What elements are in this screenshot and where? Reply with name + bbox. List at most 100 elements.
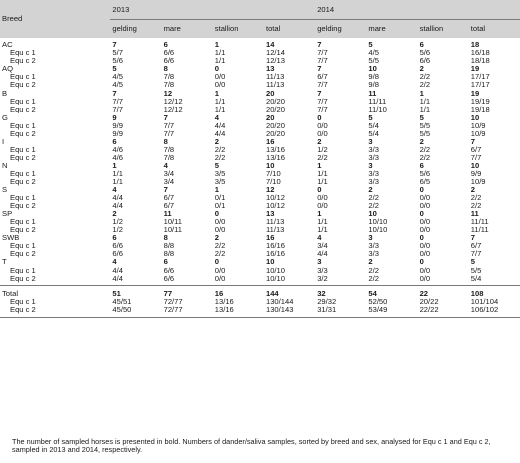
table-cell: 0/0 bbox=[317, 121, 328, 130]
table-cell: 4/5 bbox=[368, 49, 379, 58]
row-label: Equ c 1 bbox=[10, 49, 36, 58]
header-col: total bbox=[265, 24, 281, 34]
row-label: Equ c 2 bbox=[10, 177, 36, 186]
table-cell: 7/8 bbox=[163, 145, 175, 154]
header-col: stallion bbox=[419, 24, 444, 34]
table-cell: 11/13 bbox=[265, 73, 285, 82]
table-cell: 7/7 bbox=[112, 105, 123, 114]
table-row-allergen: Equ c 1 4/5 7/8 0/0 11/13 6/7 9/8 2/2 17/17 bbox=[0, 73, 520, 81]
table-cell: 17/17 bbox=[470, 81, 490, 90]
row-label: T bbox=[2, 258, 7, 267]
table-cell: 6/6 bbox=[163, 57, 175, 66]
table-cell: 13/16 bbox=[212, 305, 264, 318]
table-cell: 0/0 bbox=[214, 81, 226, 90]
table-cell: 2 bbox=[368, 258, 373, 267]
table-cell: 13/16 bbox=[265, 153, 285, 162]
table-cell: 4/5 bbox=[112, 73, 123, 82]
table-row-allergen: Equ c 1 9/9 7/7 4/4 20/20 0/0 5/4 5/5 10/9 bbox=[0, 121, 520, 129]
table-cell: 6/7 bbox=[470, 242, 482, 251]
table-cell: 5/4 bbox=[470, 274, 482, 283]
table-cell: 5/4 bbox=[368, 121, 379, 130]
table-cell: 4/4 bbox=[112, 193, 123, 202]
row-label: SWB bbox=[2, 234, 20, 243]
table-cell: 13 bbox=[265, 209, 275, 219]
table-cell: 7/7 bbox=[317, 81, 328, 90]
table-cell: 7/7 bbox=[317, 97, 328, 106]
table-header: Breed 2013 2014 gelding mare stallion to… bbox=[0, 0, 520, 38]
table-cell: 2/2 bbox=[419, 81, 431, 90]
table-cell: 4 bbox=[163, 161, 168, 170]
header-col: gelding bbox=[317, 24, 342, 34]
table-cell: 51 bbox=[110, 285, 162, 298]
row-label: Equ c 1 bbox=[10, 73, 36, 82]
table-cell: 2 bbox=[419, 137, 424, 146]
row-label: Equ c 1 bbox=[10, 242, 36, 251]
table-row-breed: AQ 5 8 0 13 7 10 2 19 bbox=[0, 65, 520, 73]
row-label: AQ bbox=[2, 65, 13, 74]
table-cell: 0/0 bbox=[317, 129, 328, 138]
table-cell: 2/2 bbox=[368, 274, 379, 283]
table-cell: 7 bbox=[112, 89, 117, 98]
table-cell: 11/11 bbox=[470, 226, 489, 235]
row-label: Equ c 2 bbox=[0, 305, 111, 318]
table-cell: 7/7 bbox=[317, 57, 328, 66]
table-cell: 4/4 bbox=[214, 129, 226, 138]
table-cell: 12 bbox=[265, 185, 275, 194]
table-row-breed: I 6 8 2 16 2 3 2 7 bbox=[0, 138, 520, 146]
table-row-allergen: Equ c 2 45/50 72/77 13/16 130/143 31/31 53/49 2… bbox=[0, 305, 520, 318]
table-row-allergen: Equ c 2 1/2 10/11 0/0 11/13 1/1 10/10 0/0 11/11 bbox=[0, 226, 520, 234]
table-cell: 3 bbox=[317, 258, 322, 267]
table-footnote: The number of sampled horses is presente… bbox=[12, 437, 491, 455]
table-cell: 7 bbox=[163, 185, 168, 194]
table-cell: 1/1 bbox=[214, 57, 226, 66]
table-cell: 19/19 bbox=[470, 97, 490, 106]
table-cell: 2 bbox=[317, 137, 322, 146]
table-row-allergen: Equ c 2 6/6 8/8 2/2 16/16 4/4 3/3 0/0 7/7 bbox=[0, 250, 520, 258]
row-label: Equ c 2 bbox=[10, 81, 36, 90]
table-cell: 3/3 bbox=[368, 242, 379, 251]
table-cell: 3/3 bbox=[368, 250, 379, 259]
row-label: AC bbox=[2, 40, 13, 50]
row-label: Equ c 1 bbox=[10, 297, 36, 306]
table-cell: 0/0 bbox=[214, 266, 226, 275]
table-body: AC 7 6 1 14 7 5 6 18 Equ c 1 5/7 6/6 1/1 12/14 7/7 4/5 5… bbox=[0, 38, 520, 286]
table-cell: 6/5 bbox=[419, 177, 431, 186]
table-cell: 6 bbox=[163, 258, 168, 267]
table-cell: 2/2 bbox=[368, 266, 379, 275]
table-cell: 12/14 bbox=[265, 49, 285, 58]
table-cell: 7/7 bbox=[470, 250, 482, 259]
table-cell: 12/13 bbox=[265, 57, 285, 66]
table-cell: 7/8 bbox=[163, 73, 175, 82]
header-row-columns: gelding mare stallion total gelding mare… bbox=[0, 19, 520, 38]
table-cell: 2/2 bbox=[214, 242, 226, 251]
table-cell: 0 bbox=[419, 258, 424, 267]
table-cell: 10/11 bbox=[163, 218, 183, 227]
table-cell: 16/18 bbox=[470, 49, 490, 58]
table-cell: 2 bbox=[214, 234, 220, 243]
table-cell: 3/3 bbox=[368, 145, 379, 154]
table-cell: 10/9 bbox=[470, 177, 486, 186]
table-cell: 0/0 bbox=[214, 226, 226, 235]
table-cell: 7 bbox=[163, 113, 168, 122]
table-cell: 6/6 bbox=[419, 57, 431, 66]
table-cell: 7/7 bbox=[163, 129, 175, 138]
table-cell: 4/5 bbox=[112, 81, 123, 90]
table-cell: 45/50 bbox=[110, 305, 162, 318]
table-cell: 5 bbox=[368, 40, 373, 50]
row-label: Equ c 1 bbox=[10, 266, 36, 275]
table-cell: 0 bbox=[419, 185, 424, 194]
table-row-allergen: Equ c 2 4/5 7/8 0/0 11/13 7/7 9/8 2/2 17/17 bbox=[0, 81, 520, 89]
table-cell: 10 bbox=[265, 161, 275, 170]
table-cell: 108 bbox=[468, 285, 520, 298]
table-cell: 1/1 bbox=[112, 177, 123, 186]
table-cell: 130/144 bbox=[265, 297, 294, 306]
table-cell: 3/5 bbox=[214, 177, 226, 186]
table-cell: 20/22 bbox=[419, 297, 439, 306]
table-cell: 3/5 bbox=[214, 169, 226, 178]
table-cell: 20/20 bbox=[265, 129, 285, 138]
table-cell: 19 bbox=[470, 89, 480, 98]
table-cell: 12/12 bbox=[163, 97, 183, 106]
table-cell: 106/102 bbox=[468, 305, 520, 318]
table-cell: 5/7 bbox=[112, 49, 123, 58]
table-cell: 18 bbox=[470, 40, 480, 50]
